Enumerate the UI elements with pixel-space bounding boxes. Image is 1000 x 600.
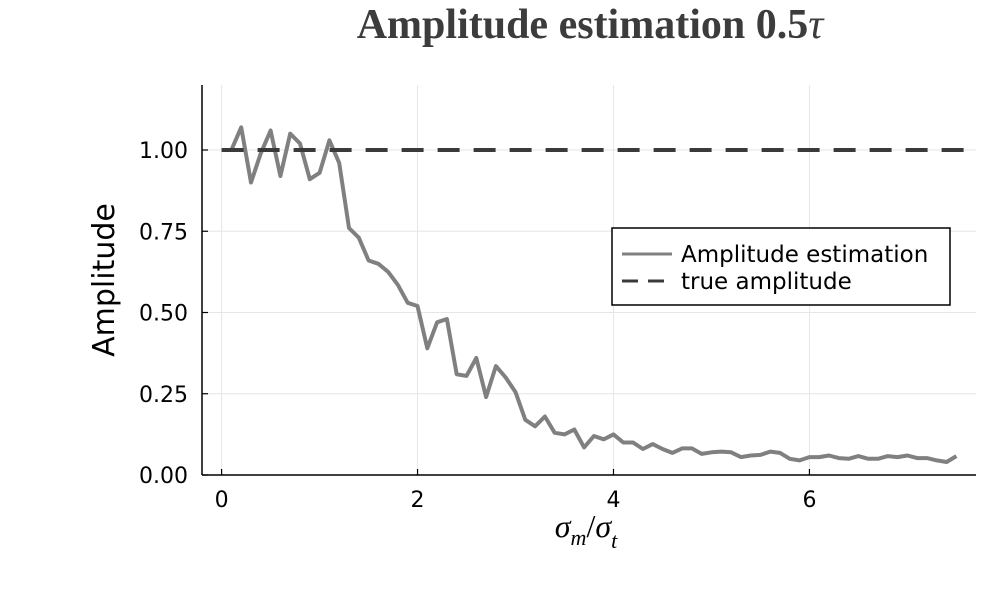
y-tick-label: 0.25 (139, 383, 188, 408)
series-line-amplitude-estimation (229, 125, 958, 464)
y-axis-label: Amplitude (87, 203, 122, 357)
y-tick-label: 0.50 (139, 302, 188, 327)
y-tick-label: 1.00 (139, 139, 188, 164)
ticks: 0 2 4 6 0.00 0.25 0.50 0.75 1.00 (139, 139, 816, 513)
legend-label-amplitude-estimation: Amplitude estimation (681, 242, 928, 268)
x-tick-label: 6 (802, 488, 816, 513)
chart-title: Amplitude estimation 0.5τ (357, 2, 826, 48)
x-label-sigma-t: σ (595, 508, 612, 544)
series-layer (221, 125, 976, 464)
legend-label-true-amplitude: true amplitude (681, 269, 852, 295)
x-tick-label: 4 (606, 488, 620, 513)
chart-title-symbol: τ (808, 2, 825, 48)
x-tick-label: 2 (411, 488, 425, 513)
legend-box (611, 227, 951, 306)
x-axis-label: σm/σt (555, 508, 618, 553)
x-tick-label: 0 (215, 488, 229, 513)
x-label-slash: / (586, 508, 595, 544)
x-label-sub-t: t (611, 528, 618, 553)
y-tick-label: 0.00 (139, 464, 188, 489)
chart-title-text: Amplitude estimation 0.5 (357, 2, 809, 48)
x-label-sub-m: m (571, 525, 587, 550)
legend: Amplitude estimation true amplitude (611, 227, 951, 306)
x-label-sigma-m: σ (555, 508, 572, 544)
y-tick-label: 0.75 (139, 220, 188, 245)
